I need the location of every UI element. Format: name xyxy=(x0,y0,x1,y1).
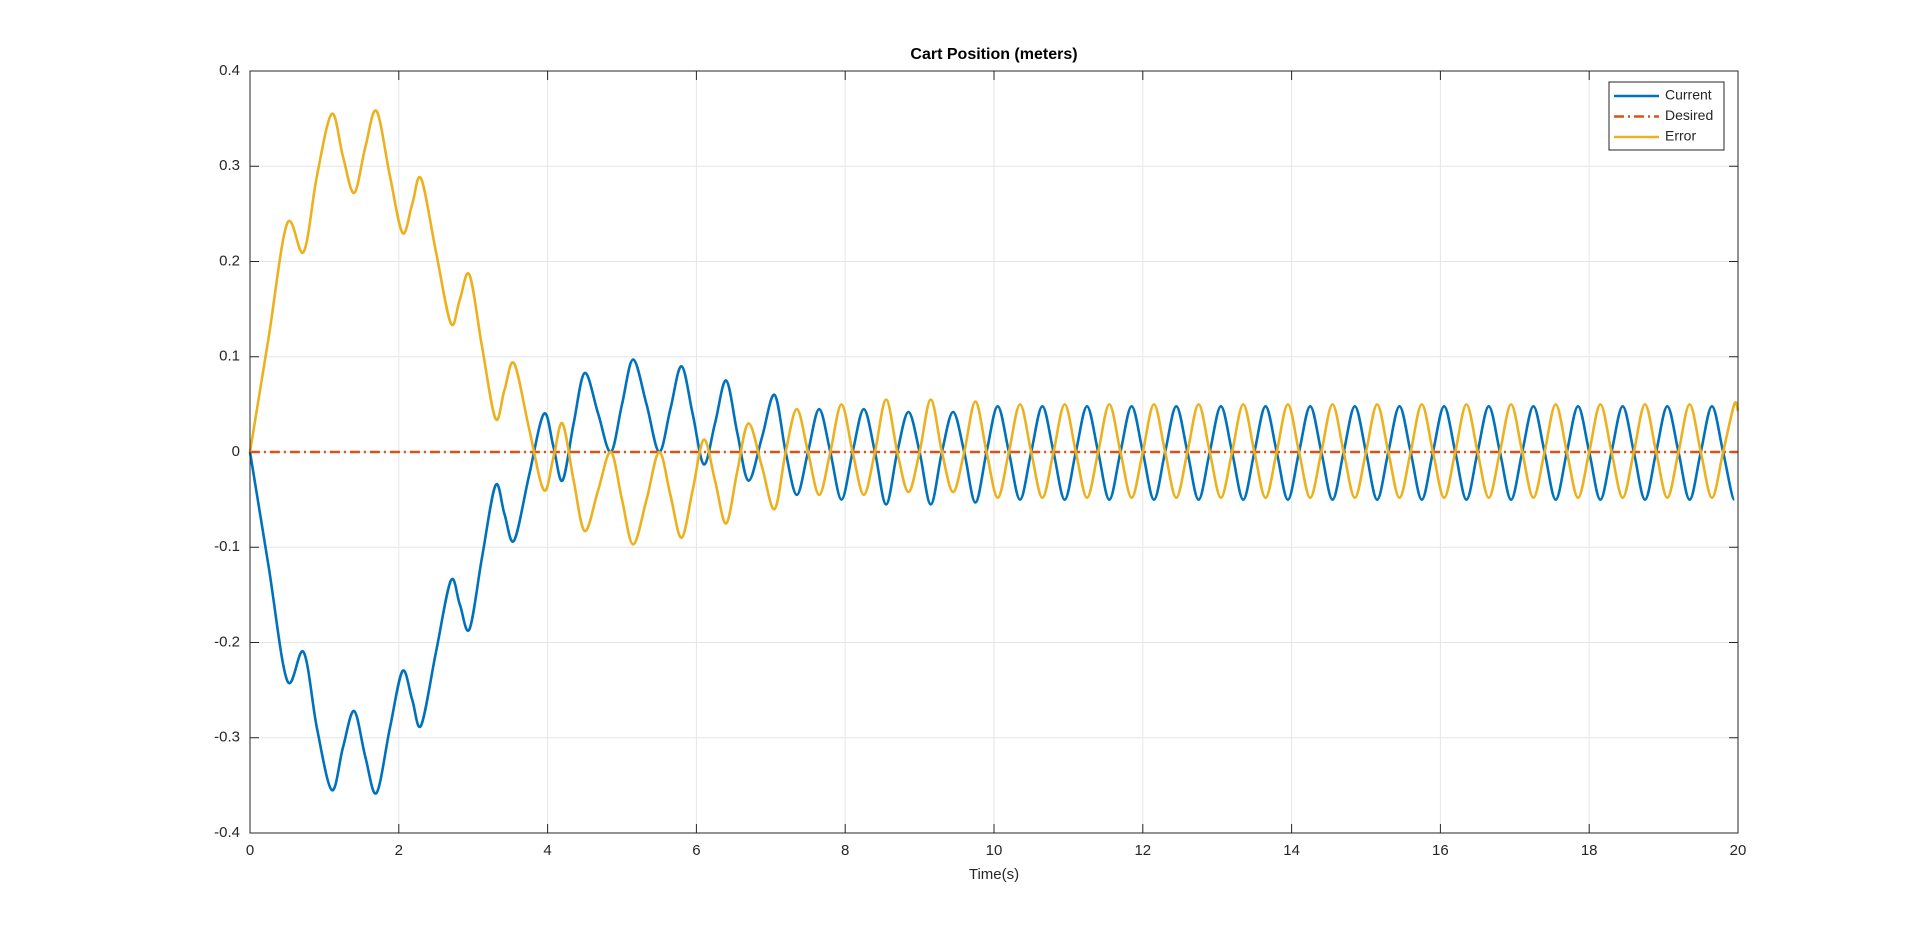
legend-label: Desired xyxy=(1665,107,1713,123)
legend-label: Current xyxy=(1665,87,1712,103)
y-tick-label: -0.1 xyxy=(214,538,240,555)
x-tick-label: 16 xyxy=(1432,842,1449,859)
axes-box xyxy=(249,70,1739,834)
x-tick-label: 8 xyxy=(841,842,849,859)
legend: Current Desired Error xyxy=(1608,81,1725,151)
y-tick-label: 0.2 xyxy=(219,252,240,269)
y-tick-label: -0.4 xyxy=(214,824,240,841)
x-tick-label: 14 xyxy=(1283,842,1300,859)
y-tick-label: 0.4 xyxy=(219,62,240,79)
y-tick-label: 0 xyxy=(232,443,240,460)
x-tick-label: 20 xyxy=(1730,842,1747,859)
legend-label: Error xyxy=(1665,128,1696,144)
series-line xyxy=(248,109,1740,546)
x-tick-label: 12 xyxy=(1134,842,1151,859)
y-tick-label: 0.3 xyxy=(219,157,240,174)
x-axis-label: Time(s) xyxy=(969,866,1019,883)
x-tick-label: 2 xyxy=(395,842,403,859)
series-line xyxy=(248,358,1736,795)
y-tick-label: -0.2 xyxy=(214,633,240,650)
y-tick-label: -0.3 xyxy=(214,729,240,746)
x-tick-label: 0 xyxy=(246,842,254,859)
x-tick-label: 18 xyxy=(1581,842,1598,859)
chart-title: Cart Position (meters) xyxy=(910,46,1077,63)
x-tick-label: 6 xyxy=(692,842,700,859)
y-tick-label: 0.1 xyxy=(219,348,240,365)
x-tick-label: 10 xyxy=(986,842,1003,859)
x-tick-label: 4 xyxy=(543,842,551,859)
